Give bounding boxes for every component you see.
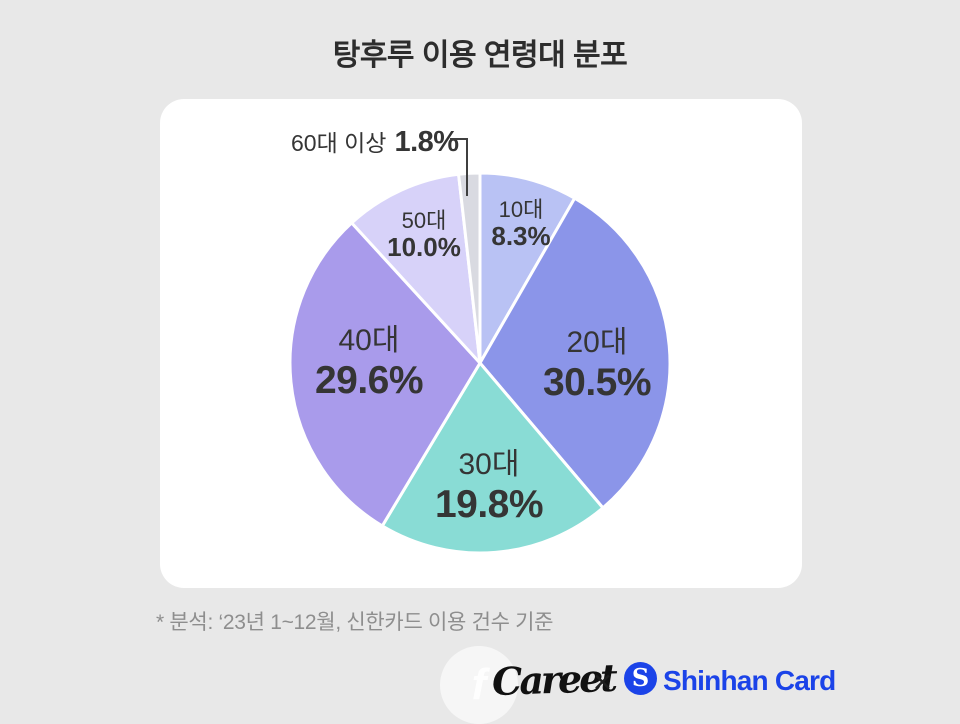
- watermark-icon: f: [440, 646, 518, 724]
- slice-10s-name: 10대: [498, 197, 544, 222]
- slice-30s-value: 19.8%: [434, 482, 544, 526]
- callout-60s: 60대 이상 1.8%: [291, 124, 459, 159]
- callout-60s-label: 60대 이상: [291, 130, 387, 156]
- callout-leader-line-horizontal: [450, 138, 468, 140]
- shinhan-symbol-icon: S: [624, 662, 657, 695]
- slice-label-20s: 20대 30.5%: [542, 326, 652, 405]
- slice-label-50s: 50대 10.0%: [387, 208, 461, 263]
- pie-slice-1: [478, 196, 672, 510]
- page-title: 탕후루 이용 연령대 분포: [332, 39, 628, 72]
- pie-slice-0: [478, 171, 577, 365]
- slice-10s-value: 8.3%: [491, 221, 551, 252]
- footnote: * 분석: ‘23년 1~12월, 신한카드 이용 건수 기준: [156, 611, 554, 634]
- pie-slice-3: [288, 221, 482, 528]
- pie-chart: [288, 171, 672, 555]
- pie-slice-5: [457, 171, 482, 365]
- shinhan-symbol-glyph: S: [631, 663, 650, 692]
- slice-30s-name: 30대: [458, 448, 520, 481]
- slice-20s-value: 30.5%: [542, 360, 652, 404]
- pie-slice-2: [380, 361, 605, 555]
- slice-50s-name: 50대: [401, 208, 447, 233]
- callout-60s-value: 1.8%: [394, 126, 459, 158]
- pie-slice-4: [350, 172, 482, 365]
- callout-leader-line-vertical: [466, 138, 468, 196]
- slice-40s-name: 40대: [338, 324, 400, 357]
- shinhan-card-logo: Shinhan Card: [663, 665, 836, 696]
- x-separator: ✕: [592, 669, 613, 697]
- slice-50s-value: 10.0%: [387, 232, 461, 263]
- slice-20s-name: 20대: [566, 326, 628, 359]
- slice-label-30s: 30대 19.8%: [434, 448, 544, 527]
- slice-label-40s: 40대 29.6%: [314, 324, 424, 403]
- slice-label-10s: 10대 8.3%: [491, 197, 550, 252]
- watermark-glyph: f: [471, 660, 487, 709]
- slice-40s-value: 29.6%: [314, 358, 424, 402]
